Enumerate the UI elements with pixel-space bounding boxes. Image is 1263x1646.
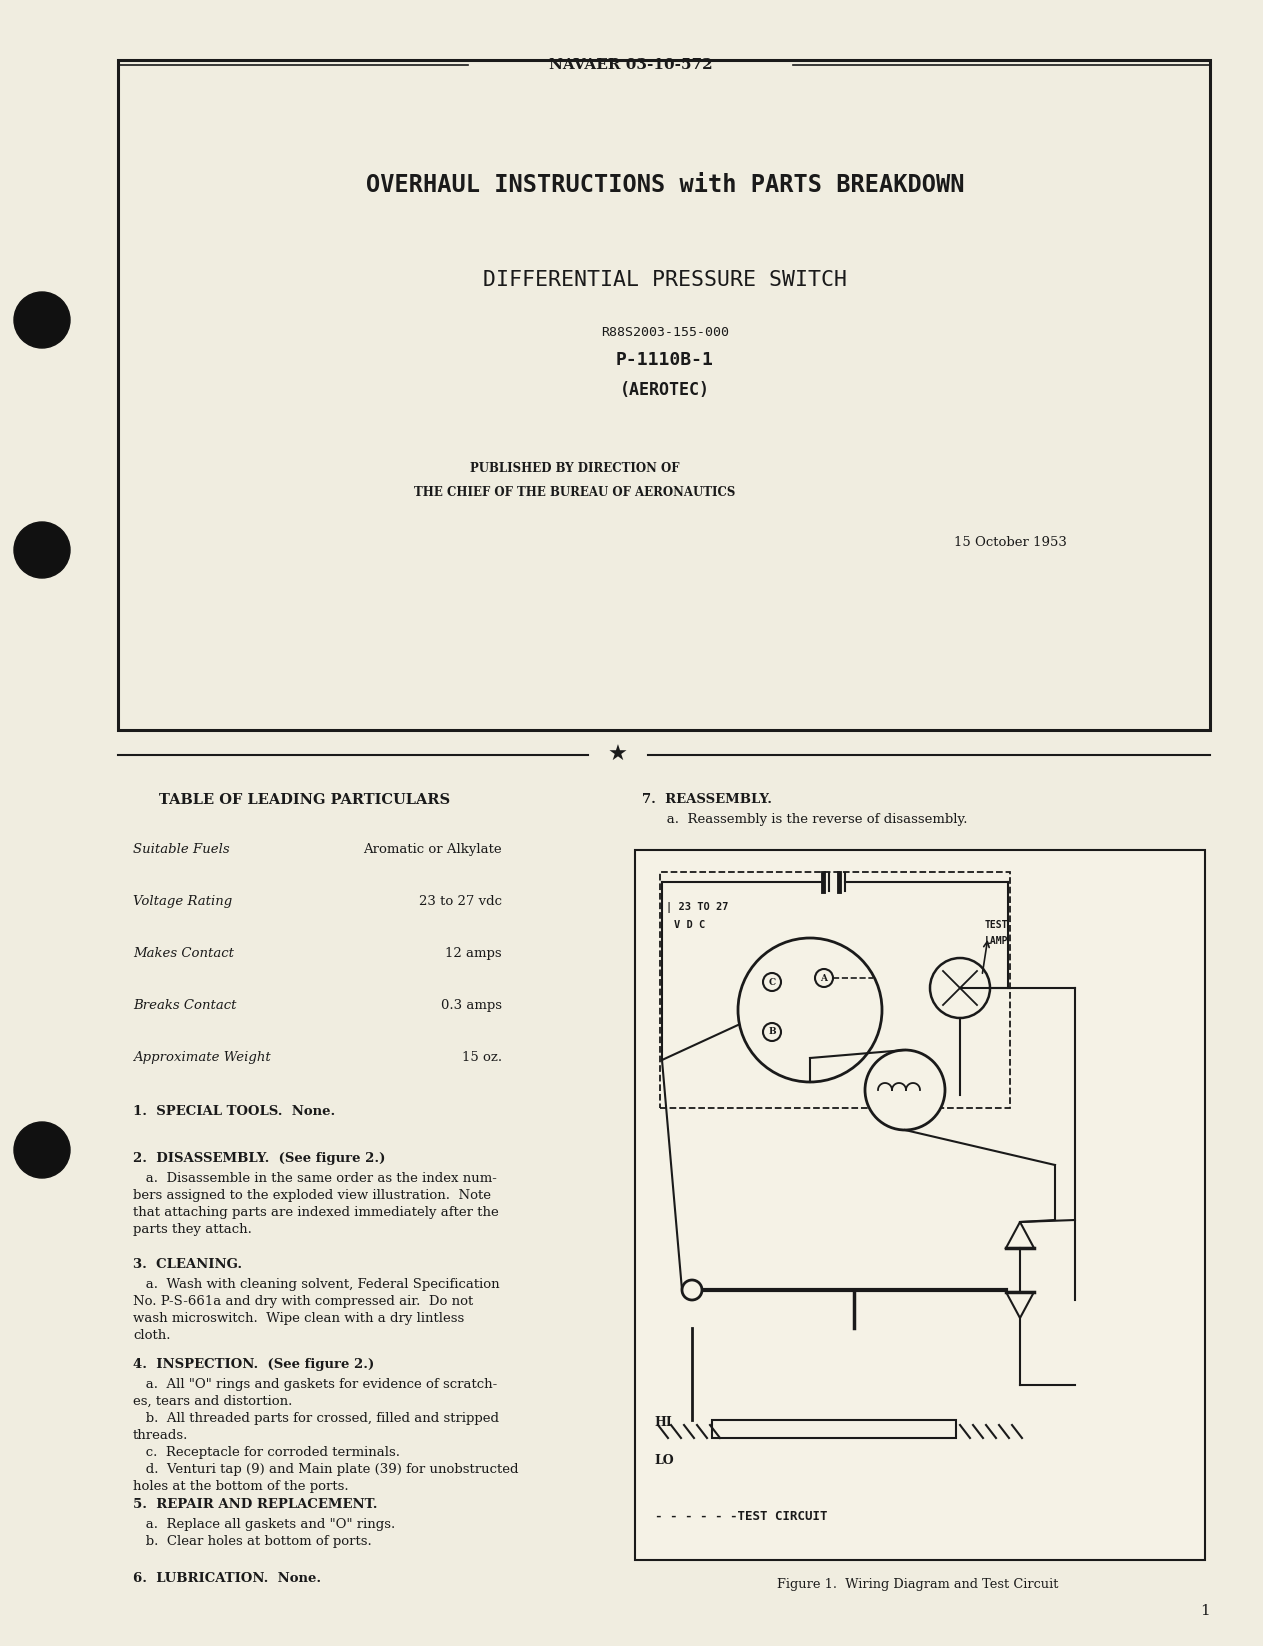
Text: Figure 1.  Wiring Diagram and Test Circuit: Figure 1. Wiring Diagram and Test Circui… bbox=[777, 1579, 1058, 1592]
Text: 5.  REPAIR AND REPLACEMENT.: 5. REPAIR AND REPLACEMENT. bbox=[133, 1498, 378, 1511]
Text: wash microswitch.  Wipe clean with a dry lintless: wash microswitch. Wipe clean with a dry … bbox=[133, 1312, 465, 1325]
Text: 23 to 27 vdc: 23 to 27 vdc bbox=[419, 895, 501, 909]
Text: TABLE OF LEADING PARTICULARS: TABLE OF LEADING PARTICULARS bbox=[159, 793, 451, 807]
Text: LAMP: LAMP bbox=[985, 937, 1008, 946]
Text: ★: ★ bbox=[608, 746, 628, 765]
Text: LO: LO bbox=[654, 1455, 673, 1468]
Text: 0.3 amps: 0.3 amps bbox=[441, 999, 501, 1012]
Circle shape bbox=[763, 1024, 781, 1040]
Text: Aromatic or Alkylate: Aromatic or Alkylate bbox=[364, 843, 501, 856]
Text: 2.  DISASSEMBLY.  (See figure 2.): 2. DISASSEMBLY. (See figure 2.) bbox=[133, 1152, 385, 1165]
Circle shape bbox=[14, 522, 69, 578]
Text: parts they attach.: parts they attach. bbox=[133, 1223, 251, 1236]
Text: cloth.: cloth. bbox=[133, 1328, 171, 1341]
Text: a.  All "O" rings and gaskets for evidence of scratch-: a. All "O" rings and gaskets for evidenc… bbox=[133, 1378, 498, 1391]
Text: Suitable Fuels: Suitable Fuels bbox=[133, 843, 230, 856]
Text: 15 October 1953: 15 October 1953 bbox=[954, 535, 1066, 548]
Text: b.  All threaded parts for crossed, filled and stripped: b. All threaded parts for crossed, fille… bbox=[133, 1412, 499, 1425]
Circle shape bbox=[763, 973, 781, 991]
Text: THE CHIEF OF THE BUREAU OF AERONAUTICS: THE CHIEF OF THE BUREAU OF AERONAUTICS bbox=[414, 486, 735, 499]
Text: 12 amps: 12 amps bbox=[446, 946, 501, 960]
Text: that attaching parts are indexed immediately after the: that attaching parts are indexed immedia… bbox=[133, 1207, 499, 1220]
Text: DIFFERENTIAL PRESSURE SWITCH: DIFFERENTIAL PRESSURE SWITCH bbox=[482, 270, 847, 290]
Text: C: C bbox=[768, 978, 775, 986]
Text: 1.  SPECIAL TOOLS.  None.: 1. SPECIAL TOOLS. None. bbox=[133, 1104, 335, 1118]
Text: OVERHAUL INSTRUCTIONS with PARTS BREAKDOWN: OVERHAUL INSTRUCTIONS with PARTS BREAKDO… bbox=[366, 173, 964, 198]
Bar bbox=[635, 849, 1205, 1560]
Circle shape bbox=[14, 291, 69, 347]
Circle shape bbox=[815, 969, 834, 988]
Text: | 23 TO 27: | 23 TO 27 bbox=[666, 902, 729, 914]
Text: B: B bbox=[768, 1027, 775, 1037]
Text: a.  Disassemble in the same order as the index num-: a. Disassemble in the same order as the … bbox=[133, 1172, 496, 1185]
Text: Approximate Weight: Approximate Weight bbox=[133, 1052, 270, 1063]
Text: bers assigned to the exploded view illustration.  Note: bers assigned to the exploded view illus… bbox=[133, 1188, 491, 1202]
Text: d.  Venturi tap (9) and Main plate (39) for unobstructed: d. Venturi tap (9) and Main plate (39) f… bbox=[133, 1463, 519, 1476]
Circle shape bbox=[930, 958, 990, 1017]
Text: TEST: TEST bbox=[985, 920, 1008, 930]
Text: 3.  CLEANING.: 3. CLEANING. bbox=[133, 1258, 242, 1271]
Text: 1: 1 bbox=[1200, 1603, 1210, 1618]
Text: 6.  LUBRICATION.  None.: 6. LUBRICATION. None. bbox=[133, 1572, 321, 1585]
Text: a.  Reassembly is the reverse of disassembly.: a. Reassembly is the reverse of disassem… bbox=[654, 813, 967, 826]
Circle shape bbox=[682, 1281, 702, 1300]
Text: - - - - - -TEST CIRCUIT: - - - - - -TEST CIRCUIT bbox=[655, 1509, 827, 1523]
Text: c.  Receptacle for corroded terminals.: c. Receptacle for corroded terminals. bbox=[133, 1445, 400, 1458]
Circle shape bbox=[865, 1050, 945, 1131]
Text: V D C: V D C bbox=[674, 920, 705, 930]
Text: HI: HI bbox=[654, 1416, 672, 1429]
Text: 15 oz.: 15 oz. bbox=[462, 1052, 501, 1063]
Bar bbox=[712, 1420, 956, 1439]
Text: A: A bbox=[821, 973, 827, 983]
Text: es, tears and distortion.: es, tears and distortion. bbox=[133, 1396, 292, 1407]
Text: (AEROTEC): (AEROTEC) bbox=[620, 380, 710, 398]
Bar bbox=[661, 872, 1010, 1108]
Text: NAVAER 03-10-572: NAVAER 03-10-572 bbox=[549, 58, 712, 72]
Bar bbox=[117, 59, 1210, 729]
Text: a.  Wash with cleaning solvent, Federal Specification: a. Wash with cleaning solvent, Federal S… bbox=[133, 1277, 500, 1290]
Text: b.  Clear holes at bottom of ports.: b. Clear holes at bottom of ports. bbox=[133, 1536, 371, 1547]
Text: No. P-S-661a and dry with compressed air.  Do not: No. P-S-661a and dry with compressed air… bbox=[133, 1295, 474, 1309]
Text: Breaks Contact: Breaks Contact bbox=[133, 999, 236, 1012]
Text: Makes Contact: Makes Contact bbox=[133, 946, 234, 960]
Circle shape bbox=[738, 938, 882, 1081]
Text: P-1110B-1: P-1110B-1 bbox=[616, 351, 714, 369]
Text: a.  Replace all gaskets and "O" rings.: a. Replace all gaskets and "O" rings. bbox=[133, 1518, 395, 1531]
Text: threads.: threads. bbox=[133, 1429, 188, 1442]
Text: holes at the bottom of the ports.: holes at the bottom of the ports. bbox=[133, 1480, 349, 1493]
Text: Voltage Rating: Voltage Rating bbox=[133, 895, 232, 909]
Text: 7.  REASSEMBLY.: 7. REASSEMBLY. bbox=[642, 793, 772, 807]
Text: PUBLISHED BY DIRECTION OF: PUBLISHED BY DIRECTION OF bbox=[470, 461, 679, 474]
Text: R88S2003-155-000: R88S2003-155-000 bbox=[601, 326, 729, 339]
Text: 4.  INSPECTION.  (See figure 2.): 4. INSPECTION. (See figure 2.) bbox=[133, 1358, 374, 1371]
Circle shape bbox=[14, 1123, 69, 1179]
